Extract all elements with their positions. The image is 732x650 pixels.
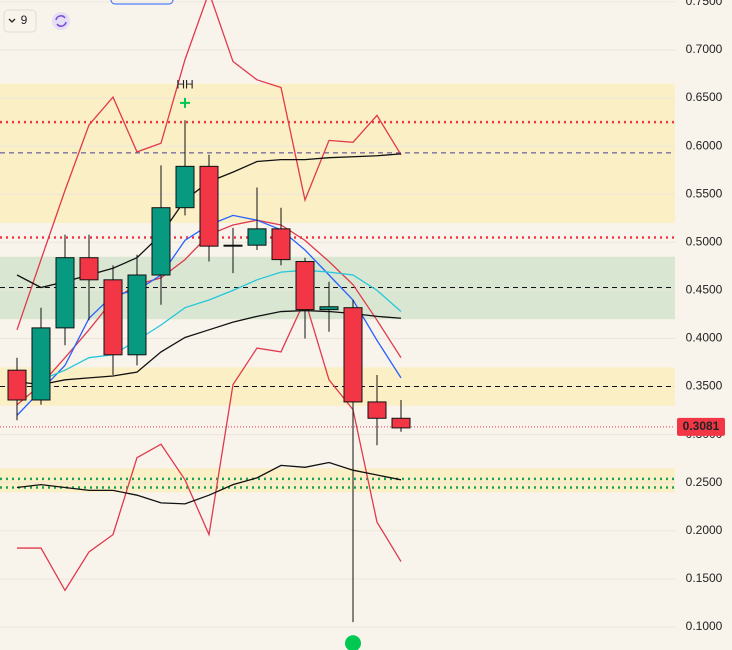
indicator-line — [40, 269, 402, 381]
plot-area: HH — [0, 0, 675, 650]
chevron-icon — [8, 18, 16, 23]
y-tick-label: 0.7000 — [686, 42, 723, 56]
price-axis: 0.10000.15000.20000.25000.30000.35000.40… — [677, 0, 725, 633]
indicator-line — [16, 0, 402, 331]
y-tick-label: 0.2000 — [686, 523, 723, 537]
candle-body — [7, 369, 27, 401]
y-tick-label: 0.4000 — [686, 331, 723, 345]
y-tick-label: 0.1000 — [686, 619, 723, 633]
toolbar: 9 — [3, 0, 174, 33]
y-tick-label: 0.2500 — [686, 475, 723, 489]
candle-body — [343, 307, 363, 403]
y-tick-label: 0.6000 — [686, 138, 723, 152]
y-tick-label: 0.3500 — [686, 379, 723, 393]
y-tick-label: 0.1500 — [686, 571, 723, 585]
candle-body — [247, 228, 267, 246]
indicator-line — [16, 309, 402, 386]
top-button[interactable] — [110, 0, 174, 5]
y-tick-label: 0.5500 — [686, 186, 723, 200]
refresh-icon — [55, 15, 67, 27]
refresh-button[interactable] — [52, 12, 70, 30]
candle-body — [199, 165, 219, 247]
y-tick-label: 0.6500 — [686, 90, 723, 104]
annotation-label: HH — [176, 78, 193, 92]
y-tick-label: 0.7500 — [686, 0, 723, 8]
candle-body — [151, 207, 171, 276]
y-tick-label: 0.5000 — [686, 234, 723, 248]
annotation-marker — [180, 97, 190, 108]
candle-body — [271, 228, 291, 261]
candle-body — [175, 165, 195, 209]
last-price-tag — [677, 417, 725, 436]
candle-body — [319, 306, 339, 311]
candle-body — [367, 401, 387, 419]
candle-body — [55, 257, 75, 329]
indicator-line — [17, 298, 402, 592]
interval-button[interactable] — [3, 9, 37, 33]
candle-body — [223, 244, 243, 247]
signal-dot — [345, 635, 361, 650]
candle-body — [295, 261, 315, 311]
candle-body — [103, 279, 123, 356]
candle-body — [31, 327, 51, 401]
interval-label: 9 — [21, 13, 28, 27]
indicator-line — [16, 461, 402, 505]
candle-body — [391, 417, 411, 429]
y-tick-label: 0.4500 — [686, 283, 723, 297]
last-price-label: 0.3081 — [683, 419, 720, 433]
candle-body — [127, 274, 147, 356]
candle-body — [79, 257, 99, 281]
